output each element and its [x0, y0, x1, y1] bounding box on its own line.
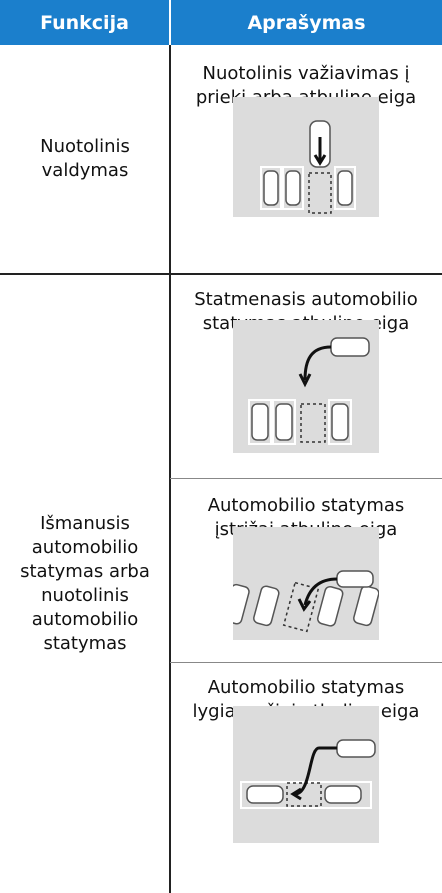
row-divider — [170, 662, 442, 663]
function-cell: Išmanusis automobilio statymas arba nuot… — [20, 512, 150, 654]
illustration — [233, 527, 379, 640]
illustration — [233, 320, 379, 453]
row-divider — [0, 273, 442, 275]
illustration — [233, 706, 379, 843]
header-cell: Aprašymas — [171, 0, 442, 45]
illustration — [233, 97, 379, 217]
header-cell: Funkcija — [0, 0, 169, 45]
column-divider — [169, 45, 171, 893]
row-divider — [170, 478, 442, 479]
function-cell: Nuotolinis valdymas — [40, 136, 130, 181]
